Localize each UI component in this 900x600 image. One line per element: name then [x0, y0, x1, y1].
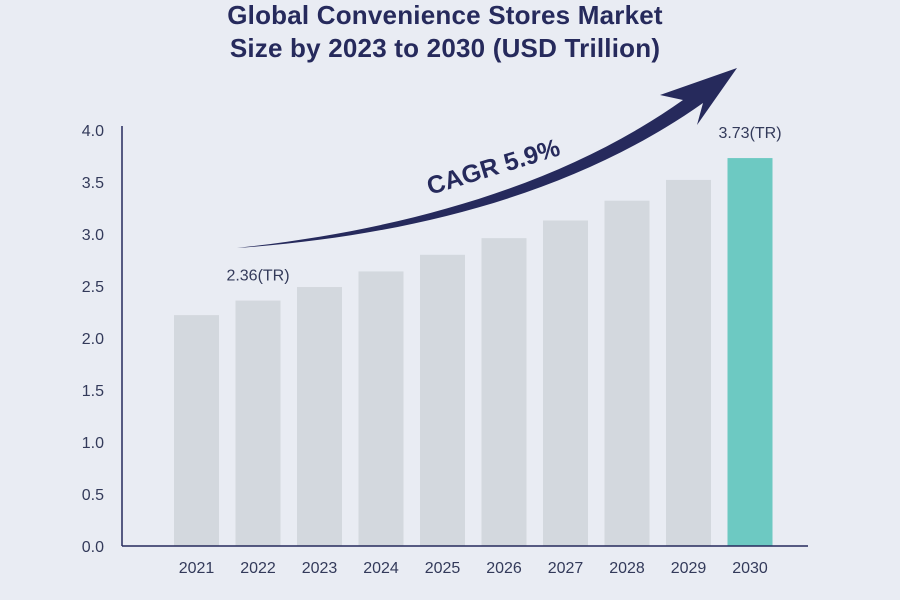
y-tick-label: 1.5 [82, 383, 104, 400]
x-tick-label: 2021 [179, 560, 215, 577]
bar-2028 [604, 200, 650, 546]
y-tick-label: 4.0 [82, 123, 104, 140]
y-tick-label: 3.5 [82, 175, 104, 192]
x-tick-label: 2025 [425, 560, 461, 577]
x-tick-label: 2027 [548, 560, 584, 577]
chart-title-line-1: Global Convenience Stores Market [227, 0, 663, 30]
data-label-2022: 2.36(TR) [226, 268, 289, 285]
bar-2024 [358, 271, 404, 546]
y-tick-label: 0.0 [82, 539, 104, 556]
chart-title-line-2: Size by 2023 to 2030 (USD Trillion) [229, 33, 661, 63]
y-tick-label: 0.5 [82, 487, 104, 504]
x-tick-label: 2030 [732, 560, 768, 577]
bar-2027 [543, 220, 588, 547]
bar-2021 [174, 315, 219, 546]
x-tick-label: 2024 [363, 560, 399, 577]
axes-group [121, 126, 808, 547]
y-tick-label: 3.0 [82, 227, 104, 244]
x-tick-label: 2026 [486, 560, 522, 577]
x-tick-label: 2029 [671, 560, 707, 577]
bar-2030 [727, 158, 773, 546]
cagr-arrow [237, 68, 737, 248]
bar-2022 [235, 300, 281, 546]
bar-2025 [420, 254, 465, 547]
bar-2023 [297, 287, 342, 546]
bar-2026 [481, 238, 527, 546]
y-tick-label: 2.5 [82, 279, 104, 296]
y-tick-label: 2.0 [82, 331, 104, 348]
cagr-annotation: CAGR 5.9% [424, 134, 564, 201]
data-label-2030: 3.73(TR) [718, 125, 781, 142]
bar-2029 [666, 179, 711, 547]
bars-group [174, 158, 773, 547]
x-tick-label: 2022 [240, 560, 276, 577]
cagr-arrow-group [237, 68, 737, 248]
y-tick-label: 1.0 [82, 435, 104, 452]
x-tick-label: 2028 [609, 560, 645, 577]
labels-group: 0.0 0.5 1.0 1.5 2.0 2.5 3.0 3.5 4.0 2021 2022 2023 2… [82, 123, 782, 577]
x-tick-label: 2023 [302, 560, 338, 577]
